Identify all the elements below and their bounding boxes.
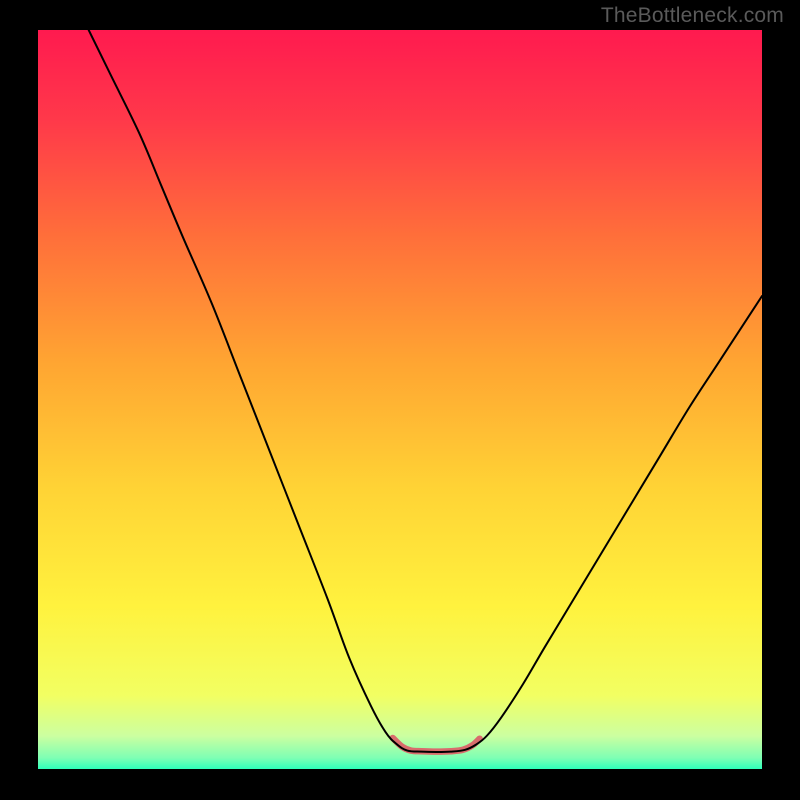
plot-background bbox=[38, 30, 762, 769]
chart-svg bbox=[0, 0, 800, 800]
chart-stage: TheBottleneck.com bbox=[0, 0, 800, 800]
watermark-text: TheBottleneck.com bbox=[601, 4, 784, 28]
